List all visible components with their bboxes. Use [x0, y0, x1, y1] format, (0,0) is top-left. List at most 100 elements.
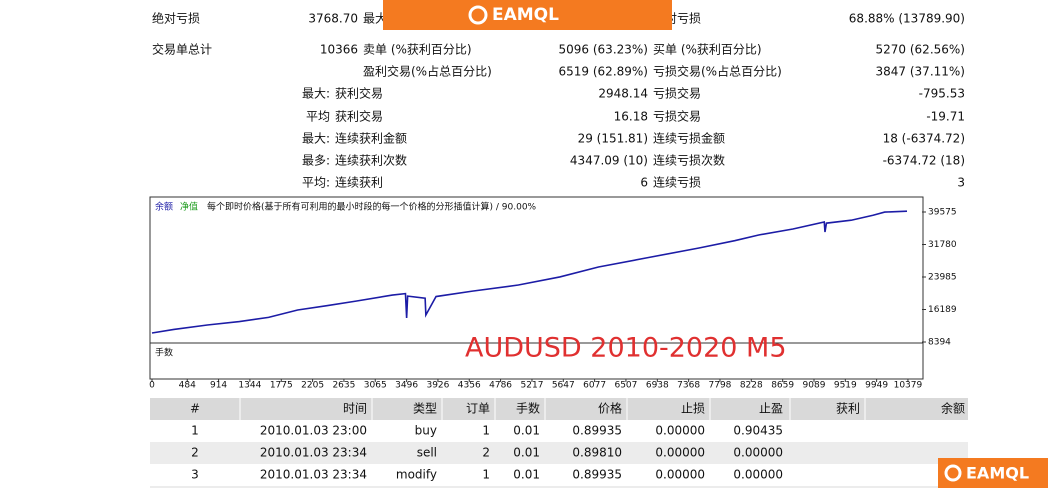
table-header-cell: 止盈	[759, 402, 783, 416]
x-tick-label: 9519	[834, 381, 857, 391]
table-cell: 0.90435	[733, 424, 783, 438]
table-header-cell: 时间	[343, 402, 367, 416]
table-cell: 1	[191, 424, 199, 438]
table-cell: 2010.01.03 23:34	[260, 468, 367, 482]
y-tick-label: 16189	[928, 305, 957, 315]
stat-a-label: 交易单总计	[152, 42, 212, 57]
stat-a-label: 绝对亏损	[152, 11, 200, 26]
x-tick-label: 8228	[740, 381, 763, 391]
volume-label: 手数	[155, 347, 173, 359]
x-tick-label: 10379	[894, 381, 923, 391]
table-cell: 2	[191, 446, 199, 460]
table-cell: 0.00000	[655, 446, 705, 460]
stat-c-label: 买单 (%获利百分比)	[653, 43, 762, 57]
x-tick-label: 6938	[646, 381, 669, 391]
x-tick-label: 9089	[803, 381, 826, 391]
table-cell: 2010.01.03 23:34	[260, 446, 367, 460]
logo-icon	[468, 5, 488, 25]
stat-b-label: 获利交易	[335, 86, 383, 101]
stat-b-prefix: 平均	[306, 110, 330, 124]
table-cell: 2010.01.03 23:00	[260, 424, 367, 438]
stat-b-label: 卖单 (%获利百分比)	[363, 43, 472, 57]
table-cell: 0.00000	[655, 468, 705, 482]
stat-b-value: 4347.09 (10)	[570, 154, 648, 168]
table-header-cell: 止损	[681, 402, 705, 416]
x-tick-label: 0	[149, 381, 155, 391]
logo-icon	[944, 464, 962, 482]
x-tick-label: 484	[179, 381, 196, 391]
x-tick-label: 1775	[270, 381, 293, 391]
stat-b-value: 16.18	[614, 110, 648, 124]
stat-c-label: 连续亏损	[653, 175, 701, 190]
stat-b-prefix: 最多:	[302, 154, 330, 168]
watermark-corner	[938, 458, 1048, 488]
stat-b-value: 6519 (62.89%)	[559, 65, 648, 79]
x-tick-label: 6077	[583, 381, 606, 391]
table-header-cell: 订单	[466, 402, 490, 416]
stat-b-value: 2948.14	[598, 87, 648, 101]
legend-equity: 净值	[180, 201, 198, 213]
table-cell: 0.01	[513, 424, 540, 438]
stat-c-value: 3	[957, 176, 965, 190]
table-header-cell: #	[190, 402, 200, 416]
table-cell: 0.89810	[572, 446, 622, 460]
table-cell: 0.89935	[572, 424, 622, 438]
table-header-cell: 余额	[941, 401, 965, 416]
table-header-bg	[150, 398, 968, 420]
stat-c-label: 亏损交易	[653, 109, 701, 124]
x-tick-label: 1344	[238, 381, 261, 391]
stat-c-label: 亏损交易	[653, 86, 701, 101]
stat-c-label: 亏损交易(%占总百分比)	[653, 64, 782, 79]
stat-b-prefix: 最大:	[302, 87, 330, 101]
stat-c-value: 68.88% (13789.90)	[849, 12, 965, 26]
y-tick-label: 39575	[928, 207, 957, 217]
stat-c-value: -6374.72 (18)	[883, 154, 965, 168]
x-tick-label: 7368	[677, 381, 700, 391]
x-tick-label: 2635	[332, 381, 355, 391]
x-tick-label: 5217	[521, 381, 544, 391]
table-cell: modify	[396, 468, 437, 482]
table-cell: sell	[417, 446, 437, 460]
table-cell: 3	[191, 468, 199, 482]
chart-subtitle: 每个即时价格(基于所有可利用的最小时段的每一个价格的分形插值计算) / 90.0…	[207, 201, 537, 213]
watermark-text: EAMQL	[492, 5, 559, 25]
stat-b-label: 连续获利	[335, 175, 383, 190]
x-tick-label: 3065	[364, 381, 387, 391]
table-cell: 0.00000	[655, 424, 705, 438]
stat-c-value: 3847 (37.11%)	[876, 65, 965, 79]
stat-b-label: 盈利交易(%占总百分比)	[363, 64, 492, 79]
stat-a-value: 3768.70	[308, 12, 358, 26]
stat-b-value: 5096 (63.23%)	[559, 43, 648, 57]
stat-b-value: 29 (151.81)	[578, 132, 648, 146]
stat-c-label: 连续亏损次数	[653, 153, 725, 168]
table-cell: 1	[482, 468, 490, 482]
x-tick-label: 3926	[426, 381, 449, 391]
x-tick-label: 4786	[489, 381, 512, 391]
equity-line	[151, 210, 908, 334]
y-tick-label: 8394	[928, 338, 951, 348]
x-tick-label: 3496	[395, 381, 418, 391]
stat-c-value: -19.71	[926, 110, 965, 124]
x-tick-label: 6507	[614, 381, 637, 391]
x-tick-label: 9949	[865, 381, 888, 391]
y-tick-label: 23985	[928, 272, 957, 282]
table-row-bg	[150, 486, 968, 488]
stat-b-label: 获利交易	[335, 109, 383, 124]
table-cell: 0.01	[513, 446, 540, 460]
y-tick-label: 31780	[928, 240, 957, 250]
table-cell: 1	[482, 424, 490, 438]
watermark-text: EAMQL	[966, 464, 1029, 483]
table-header-cell: 手数	[516, 401, 540, 416]
watermark-banner	[383, 0, 672, 30]
stat-c-label: 连续亏损金额	[653, 131, 725, 146]
stat-b-value: 6	[640, 176, 648, 190]
chart-frame	[149, 196, 924, 380]
table-cell: 0.01	[513, 468, 540, 482]
x-tick-label: 7798	[709, 381, 732, 391]
table-header-cell: 获利	[836, 402, 860, 416]
stat-b-prefix: 平均:	[302, 176, 330, 190]
stat-c-value: -795.53	[919, 87, 965, 101]
stat-b-prefix: 最大:	[302, 132, 330, 146]
x-tick-label: 914	[210, 381, 227, 391]
